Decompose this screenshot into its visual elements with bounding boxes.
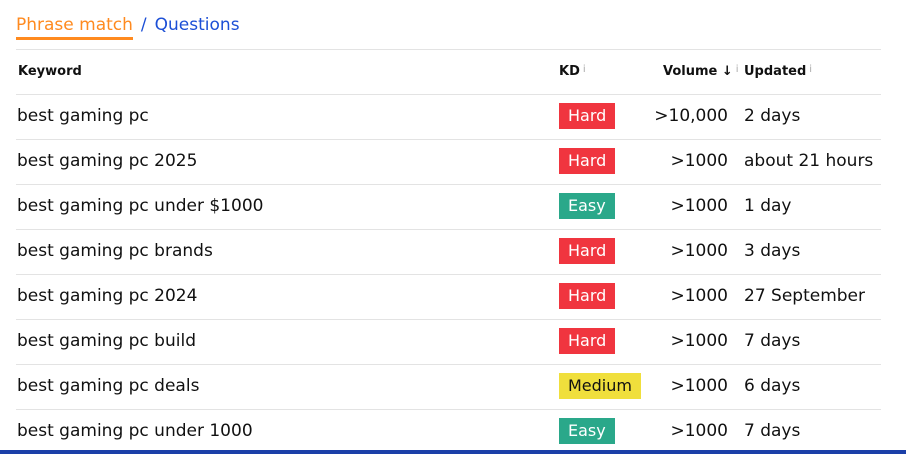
- tabs: Phrase match / Questions: [16, 15, 240, 40]
- header-volume[interactable]: Volume ↓ i: [663, 64, 739, 79]
- volume-value: >1000: [670, 421, 728, 441]
- updated-value: 7 days: [744, 421, 801, 441]
- updated-value: 7 days: [744, 331, 801, 351]
- kd-badge: Hard: [559, 103, 616, 129]
- volume-value: >1000: [670, 196, 728, 216]
- kd-badge: Hard: [559, 238, 616, 264]
- info-icon[interactable]: i: [809, 64, 813, 75]
- keyword-link[interactable]: best gaming pc: [17, 106, 149, 126]
- kd-badge: Medium: [559, 373, 641, 399]
- info-icon[interactable]: i: [582, 64, 586, 75]
- keyword-link[interactable]: best gaming pc build: [17, 331, 196, 351]
- header-volume-label: Volume: [663, 64, 718, 79]
- volume-value: >1000: [670, 241, 728, 261]
- kd-badge: Hard: [559, 148, 616, 174]
- volume-value: >1000: [670, 331, 728, 351]
- tab-phrase-match[interactable]: Phrase match: [16, 15, 133, 40]
- table-row[interactable]: best gaming pc 2024 Hard >1000 27 Septem…: [16, 274, 881, 320]
- keyword-link[interactable]: best gaming pc brands: [17, 241, 213, 261]
- header-updated-label: Updated: [744, 64, 807, 79]
- updated-value: 3 days: [744, 241, 801, 261]
- table-row[interactable]: best gaming pc build Hard >1000 7 days: [16, 319, 881, 365]
- kd-badge: Easy: [559, 193, 615, 219]
- keyword-link[interactable]: best gaming pc under 1000: [17, 421, 253, 441]
- header-kd[interactable]: KD i: [559, 64, 586, 79]
- table-row[interactable]: best gaming pc brands Hard >1000 3 days: [16, 229, 881, 275]
- table-row[interactable]: best gaming pc under 1000 Easy >1000 7 d…: [16, 409, 881, 455]
- divider: [16, 49, 881, 50]
- table-row[interactable]: best gaming pc deals Medium >1000 6 days: [16, 364, 881, 410]
- sort-arrow-icon: ↓: [721, 64, 733, 79]
- header-keyword[interactable]: Keyword: [18, 64, 82, 79]
- keyword-link[interactable]: best gaming pc deals: [17, 376, 200, 396]
- table-row[interactable]: best gaming pc Hard >10,000 2 days: [16, 94, 881, 140]
- tab-separator: /: [140, 15, 147, 35]
- updated-value: 6 days: [744, 376, 801, 396]
- updated-value: 1 day: [744, 196, 792, 216]
- keyword-link[interactable]: best gaming pc 2024: [17, 286, 198, 306]
- updated-value: about 21 hours: [744, 151, 874, 171]
- tab-questions[interactable]: Questions: [154, 15, 240, 35]
- header-kd-label: KD: [559, 64, 580, 79]
- table-row[interactable]: best gaming pc under $1000 Easy >1000 1 …: [16, 184, 881, 230]
- info-icon[interactable]: i: [735, 64, 739, 75]
- volume-value: >1000: [670, 151, 728, 171]
- table-row[interactable]: best gaming pc 2025 Hard >1000 about 21 …: [16, 139, 881, 185]
- header-updated[interactable]: Updated i: [744, 64, 812, 79]
- keyword-link[interactable]: best gaming pc under $1000: [17, 196, 264, 216]
- kd-badge: Hard: [559, 328, 616, 354]
- volume-value: >1000: [670, 376, 728, 396]
- bottom-border: [0, 450, 906, 454]
- kd-badge: Easy: [559, 418, 615, 444]
- updated-value: 2 days: [744, 106, 801, 126]
- volume-value: >10,000: [654, 106, 728, 126]
- volume-value: >1000: [670, 286, 728, 306]
- keyword-link[interactable]: best gaming pc 2025: [17, 151, 198, 171]
- kd-badge: Hard: [559, 283, 616, 309]
- updated-value: 27 September: [744, 286, 866, 306]
